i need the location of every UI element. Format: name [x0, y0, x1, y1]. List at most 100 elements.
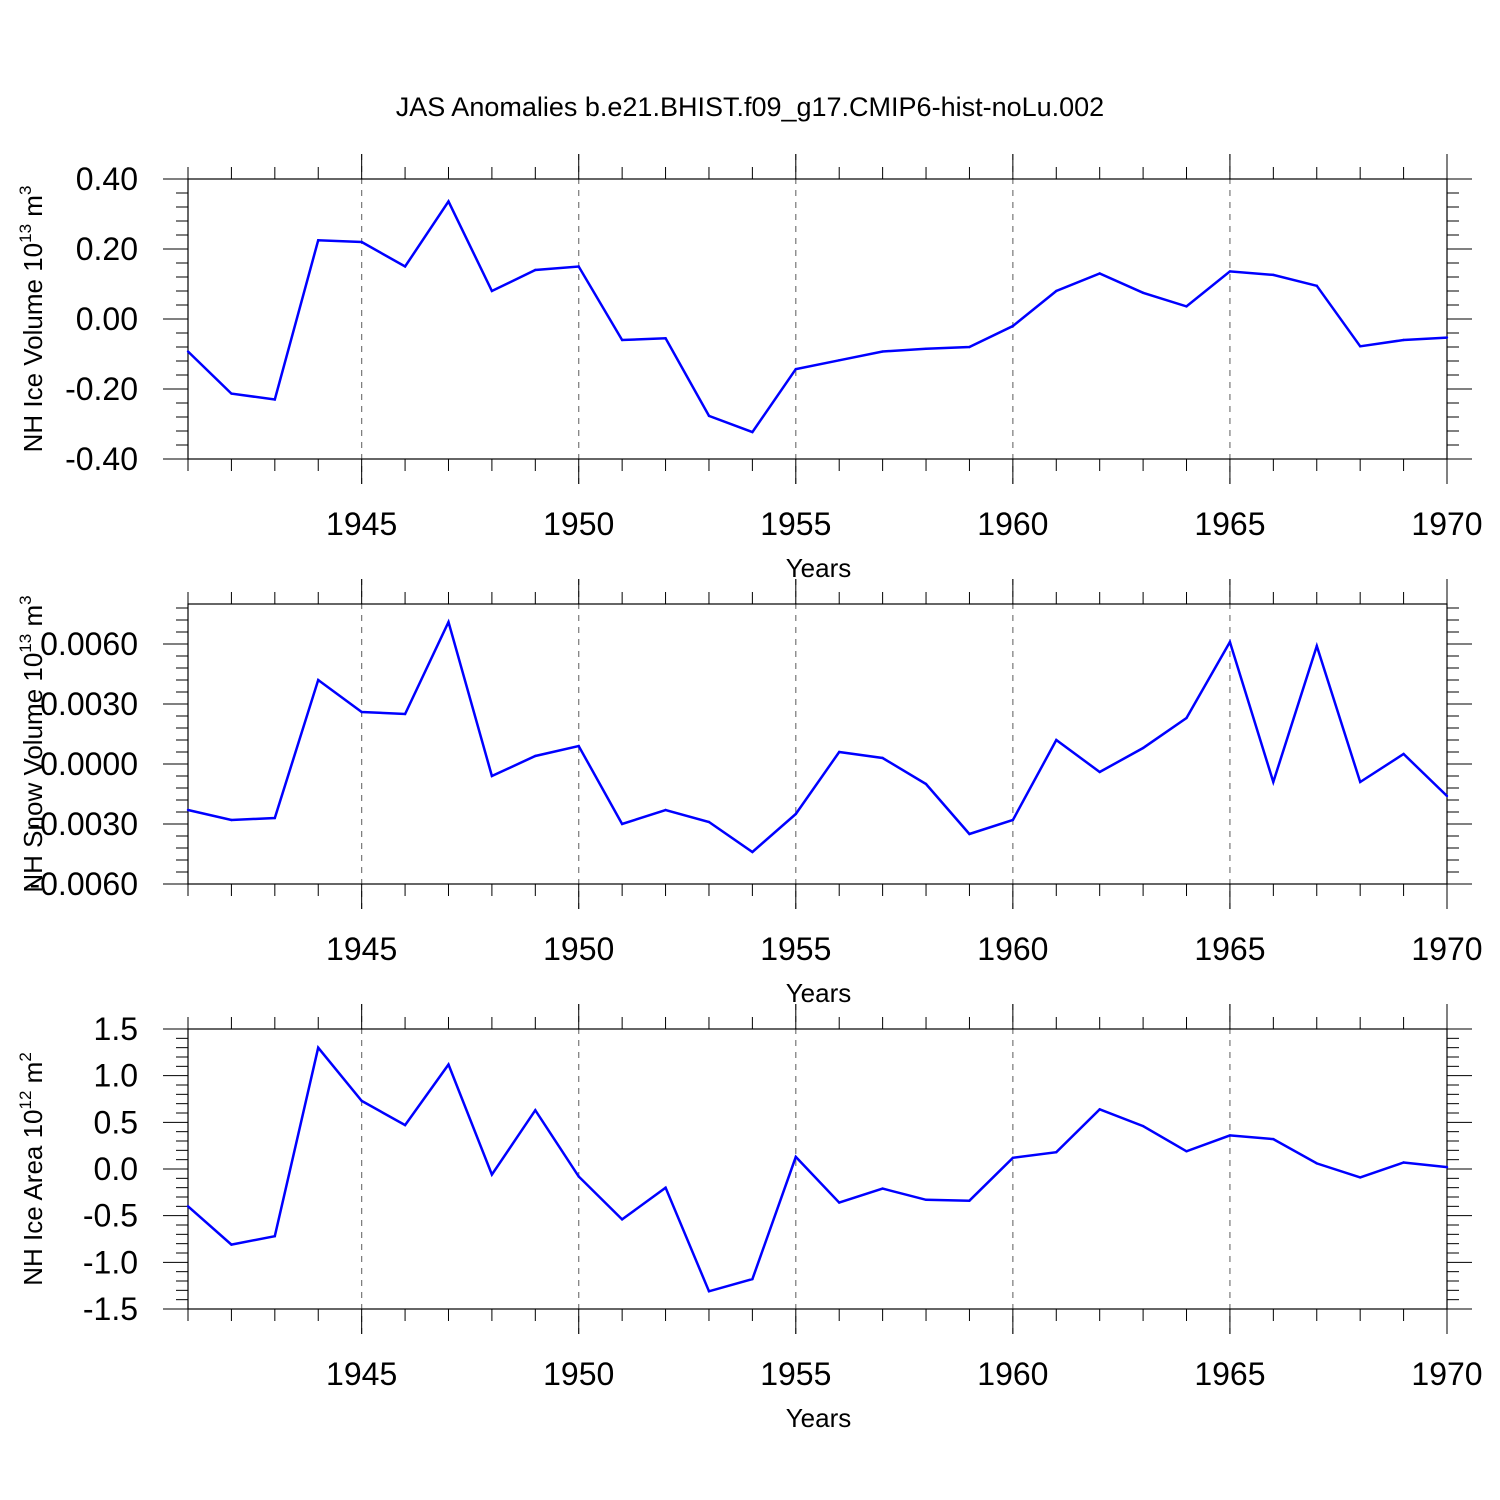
- x-tick-label: 1955: [760, 931, 831, 967]
- data-point: [1445, 794, 1449, 798]
- data-point: [403, 265, 407, 268]
- data-point: [838, 359, 841, 362]
- data-point: [403, 712, 407, 716]
- y-tick-label: -1.0: [83, 1244, 138, 1280]
- data-point: [1402, 338, 1405, 342]
- x-tick-label: 1955: [760, 1356, 831, 1392]
- x-tick-label: 1960: [977, 1356, 1048, 1392]
- y-tick-label: -0.5: [83, 1198, 138, 1234]
- data-point: [1315, 1162, 1318, 1165]
- y-axis-label: NH Ice Area 1012 m2: [16, 1052, 48, 1286]
- data-point: [1272, 780, 1275, 784]
- series-line: [187, 1044, 1448, 1293]
- data-point: [664, 808, 667, 812]
- data-point: [620, 338, 624, 342]
- data-point: [360, 240, 363, 244]
- data-point: [1098, 1108, 1101, 1111]
- data-point: [1445, 1165, 1449, 1169]
- data-point: [360, 710, 363, 714]
- y-axis-label: NH Ice Volume 1013 m3: [16, 186, 48, 453]
- x-tick-label: 1965: [1194, 1356, 1265, 1392]
- data-point: [1055, 738, 1058, 742]
- y-tick-label: 0.5: [94, 1104, 138, 1140]
- data-point: [1011, 324, 1015, 328]
- y-tick-label: -0.0030: [29, 806, 138, 842]
- data-point: [707, 1290, 711, 1293]
- data-point: [490, 289, 494, 293]
- data-point: [1141, 1124, 1145, 1128]
- y-tick-label: 0.00: [76, 301, 138, 337]
- data-point: [838, 750, 841, 754]
- plot-frame: [187, 603, 1448, 885]
- data-point: [577, 1175, 580, 1178]
- data-point: [534, 1109, 537, 1112]
- plot-frame: [187, 178, 1448, 460]
- data-point: [794, 1155, 797, 1159]
- data-point: [1011, 818, 1015, 822]
- panel-1: -0.40 -0.20 0.00 0.20 0.40 1945 1950 1955 1960 19…: [16, 154, 1483, 583]
- data-point: [1358, 1176, 1362, 1179]
- y-tick-label: 0.0030: [40, 686, 138, 722]
- plot-frame: [187, 1028, 1448, 1310]
- x-axis-label: Years: [786, 1403, 852, 1433]
- data-point: [360, 1099, 363, 1103]
- data-point: [1098, 272, 1101, 275]
- data-point: [273, 398, 277, 401]
- data-point: [230, 392, 233, 395]
- data-point: [707, 820, 711, 824]
- x-tick-label: 1945: [326, 1356, 397, 1392]
- data-point: [751, 1277, 754, 1281]
- y-tick-label: -1.5: [83, 1291, 138, 1327]
- data-point: [664, 337, 667, 340]
- x-axis-label: Years: [786, 553, 852, 583]
- data-point: [186, 1205, 190, 1208]
- data-point: [707, 414, 711, 418]
- data-point: [794, 812, 797, 816]
- data-point: [1055, 1151, 1058, 1154]
- x-tick-label: 1950: [543, 931, 614, 967]
- x-tick-label: 1960: [977, 931, 1048, 967]
- data-point: [317, 1046, 320, 1049]
- data-point: [881, 350, 884, 353]
- data-point: [447, 620, 450, 624]
- data-point: [490, 1173, 494, 1176]
- data-point: [186, 808, 190, 812]
- series-line: [187, 618, 1448, 854]
- data-point: [1228, 270, 1232, 273]
- x-tick-label: 1965: [1194, 506, 1265, 542]
- data-point: [1315, 284, 1318, 287]
- y-tick-label: 0.0060: [40, 626, 138, 662]
- data-point: [186, 350, 190, 353]
- data-point: [490, 774, 494, 778]
- x-tick-label: 1945: [326, 506, 397, 542]
- data-point: [881, 756, 884, 760]
- data-point: [751, 850, 754, 854]
- y-tick-label: -0.20: [65, 371, 138, 407]
- y-tick-label: 0.0: [94, 1151, 138, 1187]
- x-tick-label: 1960: [977, 506, 1048, 542]
- data-point: [881, 1187, 884, 1190]
- data-point: [1098, 770, 1101, 774]
- y-tick-label: 1.5: [94, 1011, 138, 1047]
- data-point: [1402, 1161, 1405, 1164]
- data-point: [317, 678, 320, 682]
- data-point: [317, 239, 320, 242]
- series-line: [187, 198, 1448, 434]
- data-point: [230, 818, 233, 822]
- data-point: [968, 832, 971, 836]
- data-point: [447, 200, 450, 203]
- panels: -0.40 -0.20 0.00 0.20 0.40 1945 1950 1955 1960 19…: [16, 154, 1483, 1433]
- data-point: [1141, 291, 1145, 294]
- y-tick-label: 0.20: [76, 231, 138, 267]
- data-point: [924, 347, 928, 350]
- data-point: [447, 1063, 450, 1066]
- chart-title: JAS Anomalies b.e21.BHIST.f09_g17.CMIP6-…: [396, 92, 1104, 122]
- data-point: [924, 1198, 928, 1202]
- data-point: [534, 754, 537, 758]
- x-tick-label: 1970: [1411, 1356, 1482, 1392]
- data-point: [1141, 746, 1145, 750]
- x-axis-label: Years: [786, 978, 852, 1008]
- data-point: [1402, 752, 1405, 756]
- x-tick-label: 1970: [1411, 506, 1482, 542]
